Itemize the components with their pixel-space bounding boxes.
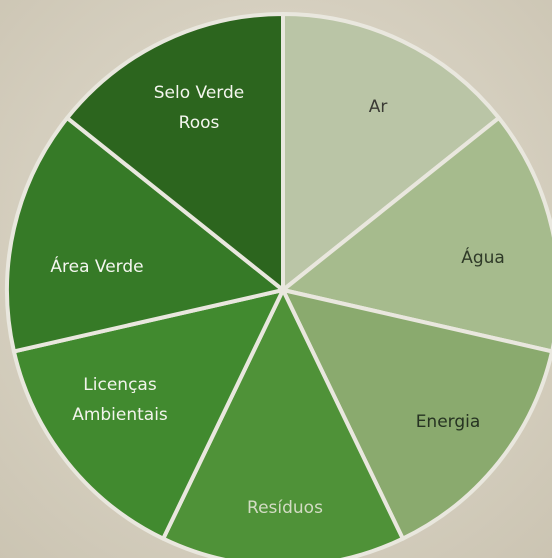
wedge [11,288,285,541]
label-line: Área Verde [50,255,143,277]
labels: Ar Água Energia Resíduos Licenças Ambientais Á… [50,83,504,518]
wedge [281,288,552,541]
label-line: Resíduos [247,498,323,518]
wedge [281,115,552,354]
label-line: Selo Verde [154,83,245,103]
label-line: Água [461,246,505,268]
wedge [161,288,405,558]
wedge [5,115,285,354]
label-line: Licenças [83,375,157,395]
segment-label: Resíduos [247,498,323,518]
segment-label: Água [461,246,505,268]
label-line: Ar [369,97,388,117]
segment-label: Licenças Ambientais [72,375,168,425]
label-line: Energia [416,412,481,432]
segment-label: Ar [369,97,388,117]
wedge [281,12,501,292]
label-line: Roos [179,113,220,133]
segment-label: Selo Verde Roos [154,83,245,133]
wedges [5,12,552,558]
segment-label: Área Verde [50,255,143,277]
wedge [65,12,285,292]
label-line: Ambientais [72,405,168,425]
segment-label: Energia [416,412,481,432]
